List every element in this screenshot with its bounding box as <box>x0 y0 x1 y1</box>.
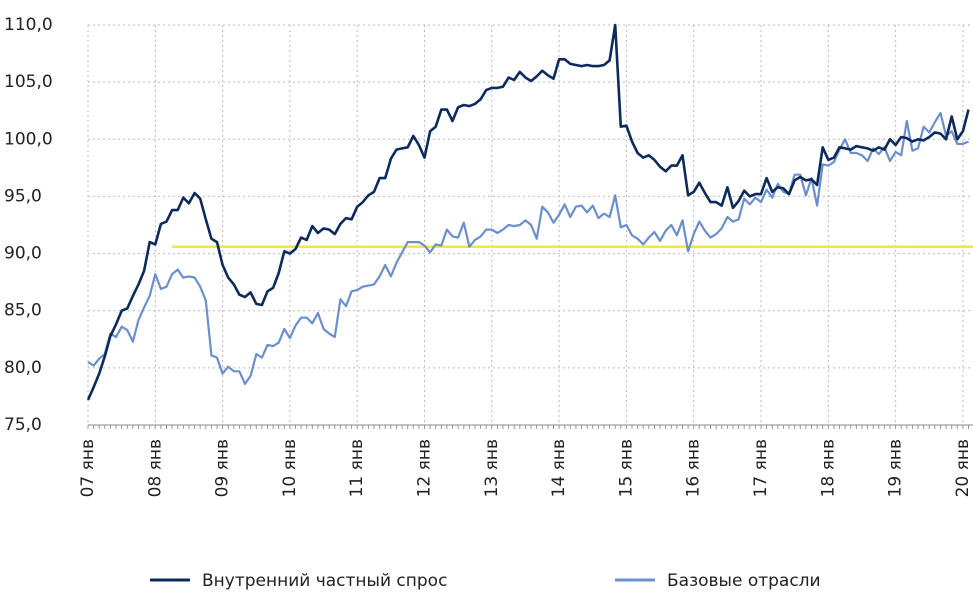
y-tick-label: 95,0 <box>4 186 42 206</box>
x-tick-label: 18 янв <box>818 439 838 497</box>
x-tick-label: 07 янв <box>78 439 98 497</box>
y-tick-label: 105,0 <box>4 72 53 92</box>
y-tick-label: 75,0 <box>4 415 42 435</box>
y-tick-label: 100,0 <box>4 129 53 149</box>
x-tick-label: 11 янв <box>347 439 367 497</box>
x-tick-label: 15 янв <box>616 439 636 497</box>
x-tick-label: 13 янв <box>482 439 502 497</box>
legend-label: Базовые отрасли <box>667 571 821 591</box>
series-line <box>86 23 970 401</box>
x-tick-label: 12 янв <box>415 439 435 497</box>
x-tick-label: 14 янв <box>549 439 569 497</box>
series-line <box>87 111 969 385</box>
x-tick-label: 09 янв <box>213 439 233 497</box>
x-tick-label: 10 янв <box>280 439 300 497</box>
y-tick-label: 80,0 <box>4 358 42 378</box>
legend-label: Внутренний частный спрос <box>202 571 447 591</box>
x-tick-label: 16 янв <box>684 439 704 497</box>
y-tick-label: 85,0 <box>4 301 42 321</box>
x-tick-label: 17 янв <box>751 439 771 497</box>
y-tick-label: 110,0 <box>4 15 53 35</box>
x-tick-label: 19 янв <box>886 439 906 497</box>
x-tick-label: 08 янв <box>145 439 165 497</box>
y-tick-label: 90,0 <box>4 244 42 264</box>
x-tick-label: 20 янв <box>953 439 973 497</box>
